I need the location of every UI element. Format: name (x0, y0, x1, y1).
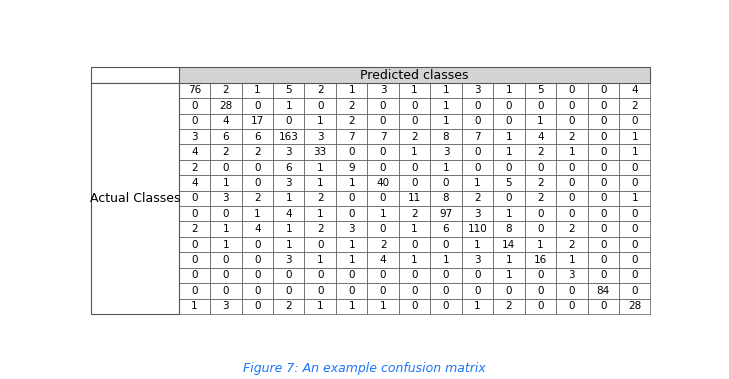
Bar (91, 67, 179, 83)
Bar (91, 83, 179, 314)
Text: Predicted classes: Predicted classes (360, 69, 469, 81)
Text: Actual Classes: Actual Classes (90, 192, 180, 205)
Text: Figure 7: An example confusion matrix: Figure 7: An example confusion matrix (243, 362, 486, 375)
Bar (179, 67, 650, 83)
